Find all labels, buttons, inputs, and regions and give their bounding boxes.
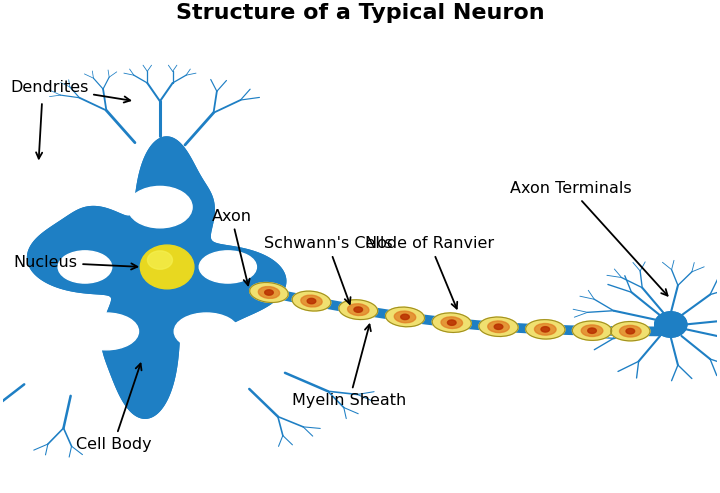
Text: Cell Body: Cell Body bbox=[76, 363, 151, 452]
Ellipse shape bbox=[339, 300, 377, 319]
Ellipse shape bbox=[447, 320, 456, 325]
Polygon shape bbox=[27, 137, 286, 418]
Ellipse shape bbox=[199, 251, 256, 283]
Ellipse shape bbox=[395, 311, 415, 323]
Ellipse shape bbox=[581, 325, 603, 337]
Ellipse shape bbox=[611, 321, 650, 341]
Ellipse shape bbox=[174, 313, 238, 350]
Ellipse shape bbox=[250, 282, 288, 303]
Ellipse shape bbox=[148, 251, 173, 269]
Text: Dendrites: Dendrites bbox=[10, 80, 130, 103]
Ellipse shape bbox=[128, 186, 192, 228]
Ellipse shape bbox=[265, 290, 274, 295]
Ellipse shape bbox=[619, 325, 641, 337]
Title: Structure of a Typical Neuron: Structure of a Typical Neuron bbox=[176, 3, 544, 23]
Ellipse shape bbox=[526, 319, 565, 339]
Ellipse shape bbox=[301, 295, 322, 307]
Ellipse shape bbox=[494, 324, 503, 329]
Ellipse shape bbox=[128, 186, 192, 228]
Ellipse shape bbox=[441, 317, 462, 328]
Ellipse shape bbox=[199, 251, 256, 283]
Ellipse shape bbox=[174, 313, 238, 350]
Text: Node of Ranvier: Node of Ranvier bbox=[366, 237, 495, 309]
Ellipse shape bbox=[654, 312, 687, 337]
Ellipse shape bbox=[348, 304, 369, 316]
Ellipse shape bbox=[74, 313, 138, 350]
Text: Axon: Axon bbox=[212, 209, 251, 285]
Ellipse shape bbox=[572, 321, 612, 340]
Ellipse shape bbox=[307, 298, 316, 304]
Ellipse shape bbox=[401, 314, 410, 319]
Ellipse shape bbox=[487, 321, 509, 333]
Text: Axon Terminals: Axon Terminals bbox=[510, 181, 667, 296]
Ellipse shape bbox=[258, 286, 279, 298]
Ellipse shape bbox=[654, 312, 687, 337]
Text: Schwann's Cells: Schwann's Cells bbox=[264, 237, 392, 304]
Ellipse shape bbox=[534, 323, 556, 335]
Ellipse shape bbox=[626, 328, 634, 334]
Ellipse shape bbox=[354, 307, 363, 313]
Text: Myelin Sheath: Myelin Sheath bbox=[292, 324, 406, 408]
Ellipse shape bbox=[74, 313, 138, 350]
Ellipse shape bbox=[479, 317, 518, 336]
Ellipse shape bbox=[541, 327, 549, 332]
Ellipse shape bbox=[292, 291, 330, 311]
Ellipse shape bbox=[432, 313, 472, 332]
Ellipse shape bbox=[58, 251, 112, 283]
Ellipse shape bbox=[140, 245, 194, 289]
Ellipse shape bbox=[58, 251, 112, 283]
Text: Nucleus: Nucleus bbox=[14, 255, 138, 270]
Ellipse shape bbox=[385, 307, 425, 327]
Polygon shape bbox=[27, 137, 286, 418]
Ellipse shape bbox=[588, 328, 596, 333]
